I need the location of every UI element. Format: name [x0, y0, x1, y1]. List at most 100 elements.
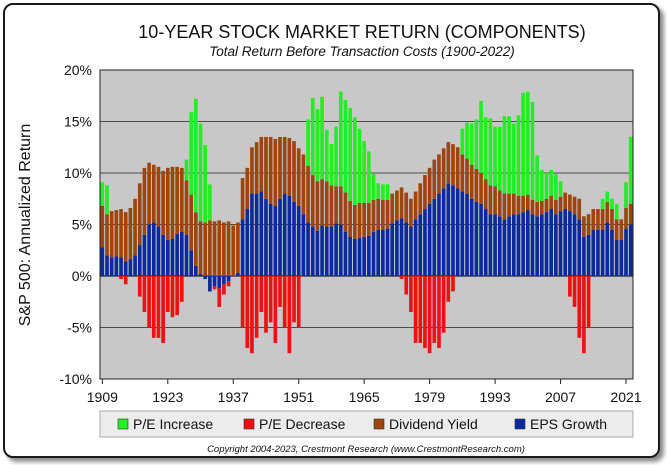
bar-pe-decrease	[170, 276, 175, 318]
bar-eps-growth	[423, 209, 427, 276]
bar-pe-increase	[460, 128, 465, 155]
bar-pe-decrease	[240, 276, 245, 328]
bar-dividend-yield	[250, 147, 254, 194]
bar-eps-growth	[596, 229, 600, 276]
bar-pe-decrease	[245, 276, 250, 349]
bar-eps-growth	[568, 211, 572, 276]
bar-dividend-yield	[310, 175, 315, 227]
bar-pe-decrease	[142, 276, 147, 313]
bar-dividend-yield	[572, 196, 577, 215]
bar-eps-growth	[535, 216, 539, 276]
bar-eps-growth	[544, 212, 549, 276]
bar-dividend-yield	[619, 219, 624, 240]
bar-pe-decrease	[268, 276, 273, 323]
bar-eps-growth	[109, 257, 114, 276]
bar-eps-growth	[245, 209, 250, 276]
bar-dividend-yield	[151, 164, 156, 223]
bar-eps-growth	[329, 226, 334, 276]
bar-eps-growth	[554, 214, 558, 276]
bar-dividend-yield	[446, 142, 451, 184]
bar-dividend-yield	[502, 193, 507, 220]
bar-pe-decrease	[413, 276, 418, 343]
bar-eps-growth	[259, 191, 264, 276]
bar-pe-increase	[549, 169, 554, 196]
bar-eps-growth	[469, 198, 474, 276]
bar-eps-growth	[208, 276, 212, 292]
bar-pe-decrease	[427, 276, 432, 354]
bar-dividend-yield	[161, 170, 165, 235]
bar-eps-growth	[198, 273, 203, 276]
bar-dividend-yield	[488, 185, 493, 215]
y-tick-label: 15%	[64, 114, 92, 130]
bar-dividend-yield	[296, 148, 301, 206]
bar-eps-growth	[151, 222, 156, 276]
bar-eps-growth	[254, 193, 259, 276]
bar-pe-increase	[614, 203, 619, 220]
bar-eps-growth	[418, 214, 423, 276]
bar-pe-decrease	[161, 276, 165, 343]
bar-dividend-yield	[554, 199, 558, 215]
x-tick-label: 1909	[87, 389, 118, 405]
bar-dividend-yield	[511, 193, 516, 215]
bar-eps-growth	[530, 214, 535, 276]
bar-eps-growth	[137, 245, 142, 276]
bar-pe-decrease	[264, 276, 268, 333]
bar-dividend-yield	[596, 209, 600, 230]
bar-pe-increase	[507, 116, 511, 194]
bar-dividend-yield	[278, 136, 282, 199]
bar-eps-growth	[367, 235, 371, 276]
bar-eps-growth	[582, 236, 586, 276]
bar-pe-increase	[310, 97, 315, 176]
bar-dividend-yield	[367, 202, 371, 236]
bar-dividend-yield	[455, 147, 460, 189]
bar-eps-growth	[133, 255, 137, 276]
bar-pe-increase	[600, 198, 605, 210]
bar-pe-decrease	[119, 276, 123, 280]
bar-pe-increase	[521, 92, 525, 196]
bar-eps-growth	[100, 247, 105, 276]
plot-border	[99, 69, 634, 380]
bar-eps-growth	[451, 185, 455, 276]
bar-pe-increase	[100, 182, 105, 206]
bar-dividend-yield	[264, 136, 268, 199]
bar-eps-growth	[156, 226, 161, 276]
bar-dividend-yield	[558, 196, 563, 212]
bar-eps-growth	[123, 261, 128, 276]
bar-dividend-yield	[371, 199, 376, 232]
bar-eps-growth	[493, 214, 497, 276]
bar-eps-growth	[273, 205, 278, 276]
bar-dividend-yield	[577, 198, 582, 220]
y-tick-label: 0%	[72, 268, 92, 284]
bar-dividend-yield	[535, 201, 539, 217]
bar-pe-increase	[334, 126, 338, 187]
bar-dividend-yield	[474, 168, 479, 202]
bar-dividend-yield	[376, 198, 381, 230]
bar-dividend-yield	[184, 180, 189, 235]
bar-dividend-yield	[156, 166, 161, 227]
bar-pe-increase	[367, 151, 371, 203]
bar-eps-growth	[170, 238, 175, 276]
bar-dividend-yield	[179, 167, 184, 232]
bar-eps-growth	[128, 259, 133, 276]
y-ticks: 20% 15% 10% 5% 0% -5% -10%	[59, 62, 92, 387]
bar-pe-increase	[208, 184, 212, 221]
bar-eps-growth	[628, 224, 633, 276]
bar-dividend-yield	[352, 204, 357, 239]
bar-dividend-yield	[451, 144, 455, 186]
x-ticks: 1909 1923 1937 1951 1965 1979 1993 2007 2021	[87, 379, 642, 405]
bar-dividend-yield	[469, 164, 474, 199]
bar-dividend-yield	[568, 194, 572, 212]
bar-pe-decrease	[123, 276, 128, 285]
copyright-note: Copyright 2004-2023, Crestmont Research …	[207, 444, 525, 455]
bar-pe-increase	[502, 116, 507, 194]
bar-dividend-yield	[203, 222, 208, 276]
bar-pe-increase	[497, 126, 502, 191]
bar-pe-increase	[320, 96, 324, 180]
bar-eps-growth	[376, 229, 381, 276]
bar-pe-increase	[306, 119, 310, 166]
bar-eps-growth	[437, 193, 441, 276]
bar-dividend-yield	[123, 212, 128, 262]
bar-eps-growth	[119, 257, 123, 276]
bar-eps-growth	[399, 218, 404, 276]
bar-dividend-yield	[245, 167, 250, 210]
